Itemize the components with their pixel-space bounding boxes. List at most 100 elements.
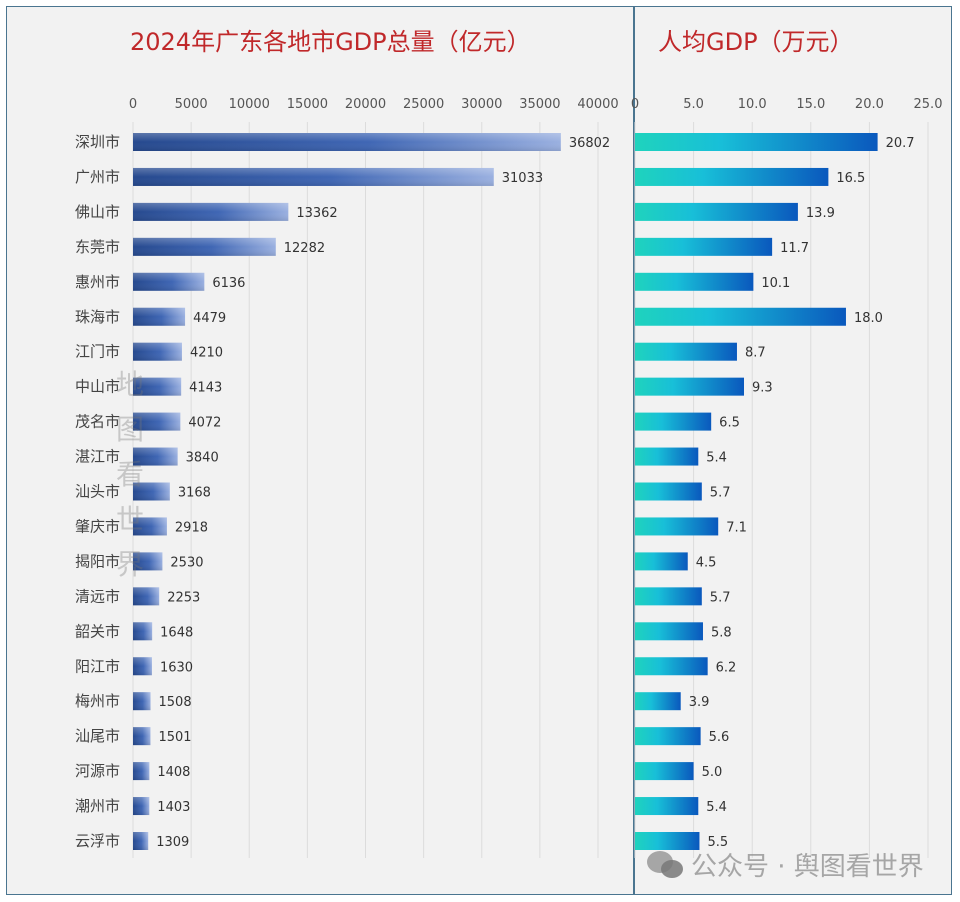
data-label: 7.1 (726, 520, 747, 535)
bar-shade (133, 762, 150, 781)
bar-shade (133, 517, 167, 536)
category-label: 清远市 (75, 587, 120, 605)
bar-shade (133, 587, 160, 606)
bar-2 (635, 342, 737, 361)
x-tick-label: 10000 (229, 97, 270, 112)
data-label: 5.7 (710, 590, 731, 605)
category-label: 江门市 (75, 343, 120, 361)
data-label: 4479 (193, 311, 226, 326)
bar-2 (635, 167, 829, 186)
category-label: 揭阳市 (75, 552, 120, 570)
bar-shade (133, 727, 151, 746)
category-label: 梅州市 (75, 692, 120, 710)
data-label: 6136 (212, 276, 245, 291)
category-label: 中山市 (75, 378, 120, 396)
data-label: 4072 (188, 416, 221, 431)
x-tick-label: 15.0 (796, 97, 825, 112)
data-label: 8.7 (745, 346, 766, 361)
category-label: 汕头市 (75, 483, 120, 501)
bar-2 (635, 517, 719, 536)
bar-shade (133, 797, 150, 816)
data-label: 5.4 (706, 451, 727, 466)
data-label: 13.9 (806, 206, 835, 221)
x-tick-label: 35000 (519, 97, 560, 112)
bar-2 (635, 412, 712, 431)
bar-shade (133, 133, 561, 151)
bar-shade (133, 832, 149, 850)
bar-2 (635, 377, 744, 396)
data-label: 18.0 (854, 311, 883, 326)
category-label: 珠海市 (75, 308, 120, 326)
data-label: 5.0 (702, 765, 723, 780)
category-label: 汕尾市 (75, 727, 120, 745)
x-tick-label: 0 (129, 97, 137, 112)
bar-2 (635, 692, 681, 711)
category-label: 河源市 (75, 762, 120, 780)
x-tick-label: 30000 (461, 97, 502, 112)
bar-shade (133, 692, 151, 711)
bar-shade (133, 447, 178, 466)
bar-2 (635, 272, 754, 291)
bar-2 (635, 482, 702, 501)
category-label: 湛江市 (75, 448, 120, 466)
data-label: 1630 (160, 660, 193, 675)
category-label: 云浮市 (75, 832, 120, 850)
bar-2 (635, 552, 688, 571)
x-tick-label: 10.0 (738, 97, 767, 112)
bar-shade (133, 482, 170, 501)
bar-shade (133, 552, 163, 571)
x-tick-label: 25000 (403, 97, 444, 112)
x-tick-label: 20.0 (855, 97, 884, 112)
bar-2 (635, 237, 773, 256)
bar-shade (133, 412, 181, 431)
data-label: 1648 (160, 625, 193, 640)
bar-2 (635, 202, 798, 221)
data-label: 1309 (156, 835, 189, 850)
bar-2 (635, 657, 708, 676)
data-label: 9.3 (752, 381, 773, 396)
category-label: 广州市 (75, 168, 120, 186)
bar-2 (635, 622, 703, 641)
bar-shade (133, 377, 182, 396)
x-tick-label: 5000 (175, 97, 208, 112)
data-label: 1501 (158, 730, 191, 745)
data-label: 5.6 (709, 730, 730, 745)
category-label: 东莞市 (75, 238, 120, 256)
data-label: 6.5 (719, 416, 740, 431)
data-label: 1403 (157, 800, 190, 815)
category-label: 韶关市 (75, 622, 120, 640)
bar-shade (133, 167, 494, 186)
bar-2 (635, 133, 878, 151)
x-tick-label: 0 (631, 97, 639, 112)
bar-2 (635, 447, 699, 466)
bar-2 (635, 762, 694, 781)
category-label: 肇庆市 (75, 517, 120, 535)
bar-shade (133, 657, 152, 676)
data-label: 11.7 (780, 241, 809, 256)
data-label: 1508 (159, 695, 192, 710)
x-tick-label: 15000 (287, 97, 328, 112)
bar-shade (133, 272, 205, 291)
gdp-total-title: 2024年广东各地市GDP总量（亿元） (130, 28, 531, 56)
x-tick-label: 40000 (577, 97, 618, 112)
watermark-bottom-text: 公众号 · 舆图看世界 (691, 852, 924, 882)
data-label: 3168 (178, 486, 211, 501)
data-label: 10.1 (761, 276, 790, 291)
panel-divider (633, 6, 635, 895)
bar-2 (635, 307, 846, 326)
data-label: 4143 (189, 381, 222, 396)
bar-shade (133, 237, 276, 256)
category-label: 惠州市 (75, 273, 120, 291)
category-label: 佛山市 (75, 203, 120, 221)
data-label: 1408 (157, 765, 190, 780)
wechat-icon (647, 850, 683, 878)
bar-shade (133, 622, 153, 641)
data-label: 2253 (167, 590, 200, 605)
data-label: 5.4 (706, 800, 727, 815)
gdp-per-capita-title: 人均GDP（万元） (658, 28, 854, 56)
x-tick-label: 5.0 (683, 97, 704, 112)
category-label: 茂名市 (75, 413, 120, 431)
data-label: 6.2 (716, 660, 737, 675)
category-label: 深圳市 (75, 133, 120, 151)
